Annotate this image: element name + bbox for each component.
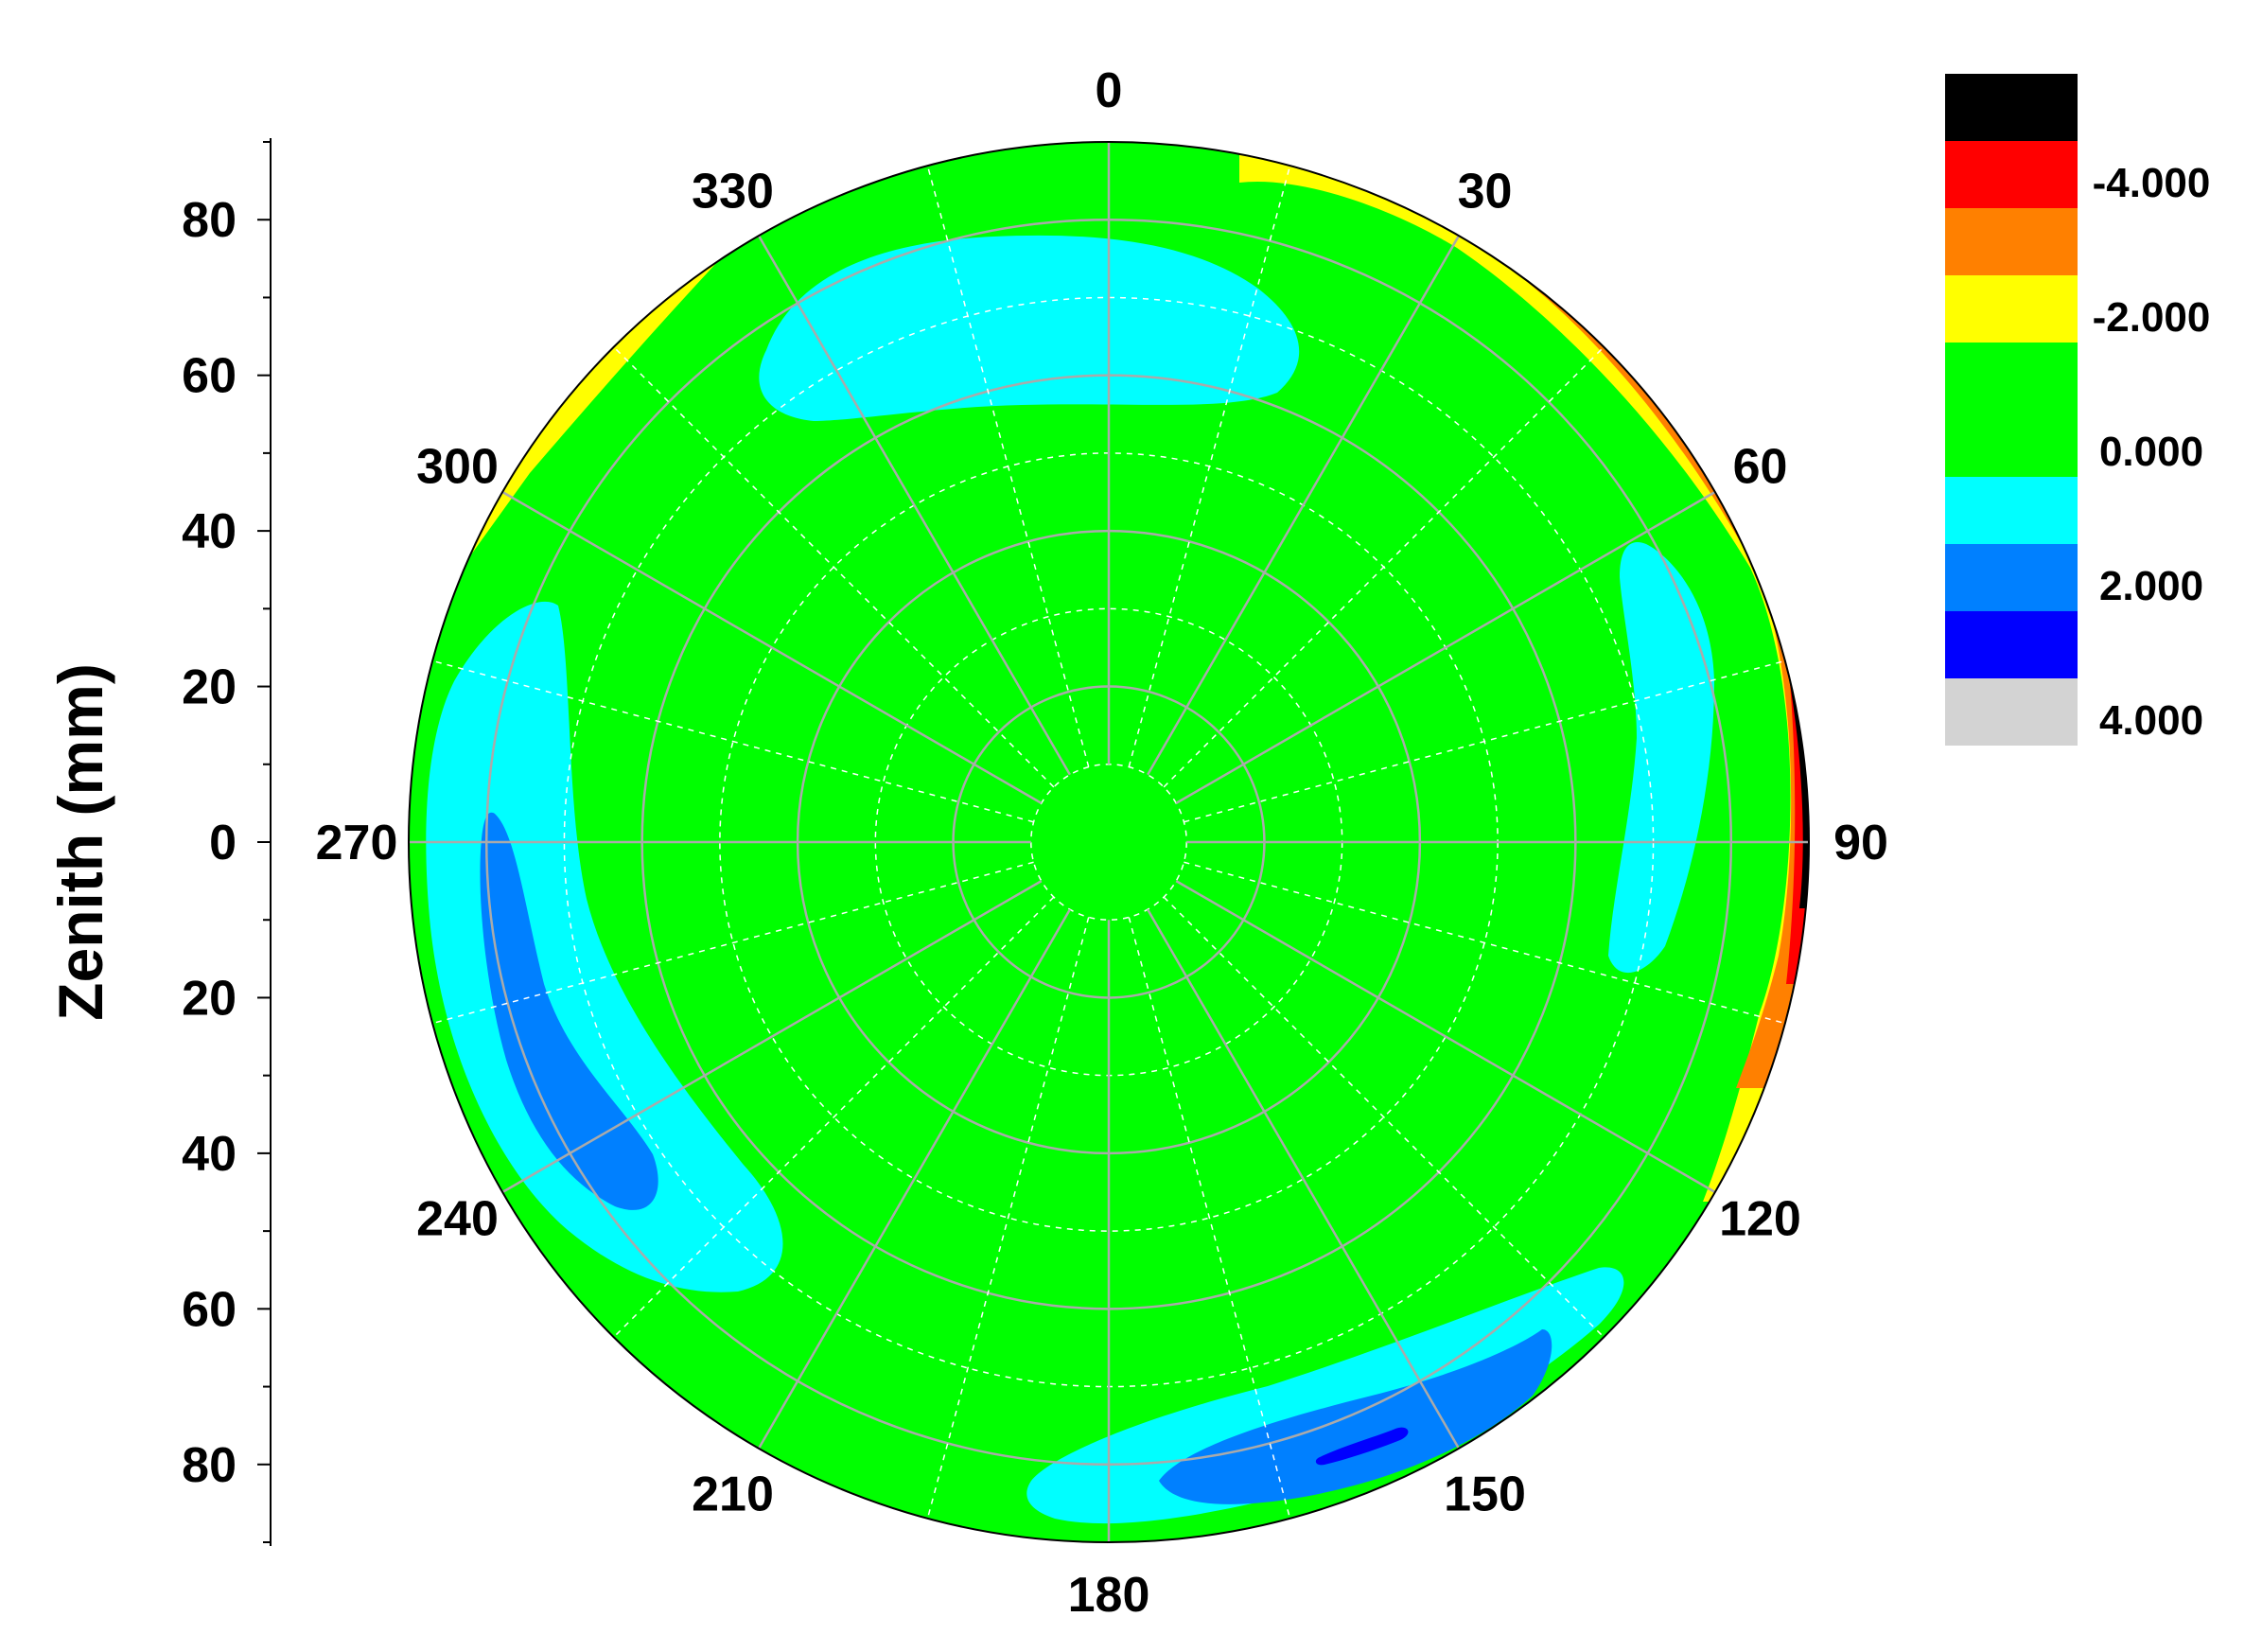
legend-label: 0.000 [2099,429,2203,475]
angle-tick-label: 270 [316,816,398,870]
grid-spoke [1184,861,1785,1025]
grid-spoke [432,861,1034,1025]
zenith-tick-label: 80 [182,193,237,248]
contour-blue-bottom [1159,1329,1552,1504]
grid-spoke [1128,917,1291,1519]
zenith-tick-label: 20 [182,660,237,715]
legend-label: 4.000 [2099,697,2203,744]
legend-swatch [1945,611,2078,678]
grid-spoke [757,908,1071,1450]
y-axis-title: Zenith (mm) [45,663,115,1021]
grid-spoke [757,235,1071,776]
angle-tick-labels: 0 30 60 90 120 150 180 210 240 270 300 330 [316,63,1888,1623]
grid-spoke [501,490,1043,804]
legend-swatch [1945,410,2078,477]
angle-tick-label: 30 [1458,165,1513,220]
angle-tick-label: 60 [1733,440,1788,495]
grid-spoke [1163,346,1605,788]
angle-tick-label: 120 [1719,1192,1801,1247]
angle-tick-label: 0 [1096,63,1123,118]
zenith-tick-label: 80 [182,1438,237,1493]
angle-tick-label: 150 [1444,1467,1526,1521]
angle-tick-label: 210 [692,1467,774,1521]
zenith-tick-label: 40 [182,504,237,559]
angle-tick-label: 330 [692,165,774,220]
zenith-tick-label: 40 [182,1127,237,1182]
legend-swatch [1945,544,2078,611]
grid-spoke [1147,908,1461,1450]
legend-swatch [1945,343,2078,410]
legend-label: 2.000 [2099,563,2203,609]
contour-blue-left [480,812,658,1210]
polar-grid [409,142,1809,1542]
grid-spoke [501,880,1043,1194]
grid-spoke [926,917,1090,1519]
zenith-tick-label: 60 [182,349,237,404]
grid-spoke [1163,896,1605,1338]
legend-swatch [1945,678,2078,746]
grid-spoke [926,166,1090,767]
grid-spoke [613,896,1055,1338]
legend-swatch [1945,477,2078,544]
contour-cyan-left [426,601,783,1292]
grid-spoke [1128,166,1291,767]
angle-tick-label: 180 [1068,1568,1150,1623]
zenith-tick-label: 60 [182,1282,237,1337]
contour-cyan-top [759,235,1300,421]
contour-cyan-right [1608,542,1714,974]
legend-label: -4.000 [2093,160,2211,206]
angle-tick-label: 90 [1833,816,1888,870]
legend-swatch [1945,74,2078,141]
grid-spoke [1175,490,1716,804]
legend-swatch [1945,275,2078,343]
grid-spoke [1184,659,1785,823]
legend: -4.000 -2.000 0.000 2.000 4.000 [1945,74,2210,746]
grid-spoke [1147,235,1461,776]
grid-spoke [613,346,1055,788]
zenith-tick-label: 20 [182,971,237,1026]
angle-tick-label: 240 [416,1192,499,1247]
angle-tick-label: 300 [416,440,499,495]
zenith-tick-label: 0 [209,816,237,870]
grid-spoke [1175,880,1716,1194]
legend-label: -2.000 [2093,294,2211,341]
grid-spoke [432,659,1034,823]
contour-darkblue-spot [1315,1427,1409,1466]
zenith-axis: 80 60 40 20 0 20 40 60 80 [182,138,272,1546]
plot-outline [408,141,1810,1543]
legend-swatch [1945,208,2078,275]
legend-swatch [1945,141,2078,208]
contour-cyan-bottom [1026,1267,1624,1524]
